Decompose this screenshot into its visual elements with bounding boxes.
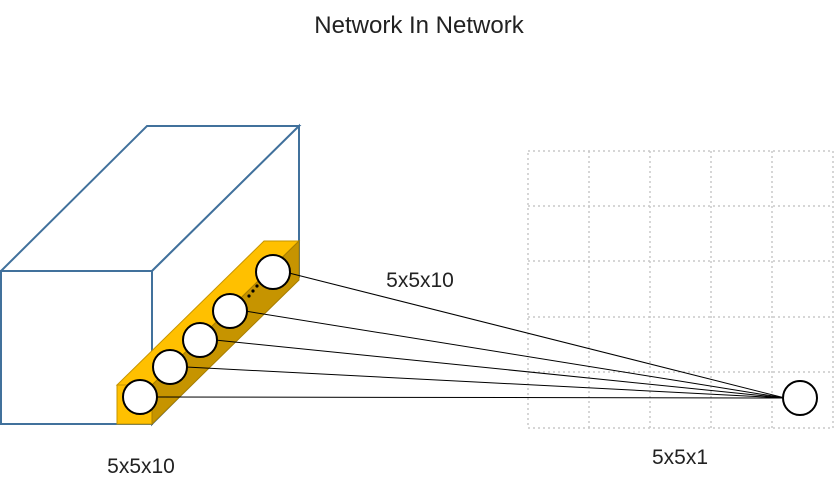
output-grid (527, 150, 834, 429)
connection-lines (155, 271, 786, 399)
diagram-title: Network In Network (314, 12, 524, 39)
neuron-icon (255, 254, 291, 290)
ellipsis-dots-icon (247, 284, 259, 298)
connection-label: 5x5x10 (386, 269, 454, 292)
input-volume-label: 5x5x10 (107, 455, 175, 478)
output-map-label: 5x5x1 (652, 446, 708, 469)
input-neurons (122, 254, 291, 415)
neuron-icon (152, 349, 188, 385)
output-neuron-icon (782, 380, 818, 416)
neuron-icon (212, 293, 248, 329)
neuron-icon (122, 379, 158, 415)
neuron-icon (182, 322, 218, 358)
feature-slice-side-face (151, 239, 300, 426)
